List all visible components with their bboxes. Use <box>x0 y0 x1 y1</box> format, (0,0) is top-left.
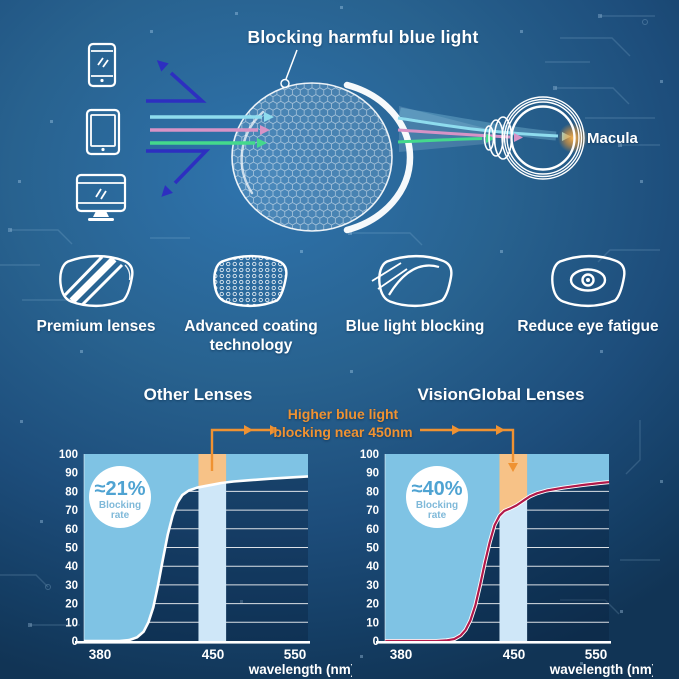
svg-text:550: 550 <box>585 647 608 662</box>
incoming-rays <box>150 112 274 148</box>
svg-text:50: 50 <box>366 543 379 555</box>
svg-text:80: 80 <box>366 486 379 498</box>
page-title: Blocking harmful blue light <box>247 27 479 47</box>
svg-text:70: 70 <box>366 505 379 517</box>
chart-title-visionglobal-lenses: VisionGlobal Lenses <box>417 385 585 404</box>
feature-label-reduce-eye-fatigue: Reduce eye fatigue <box>517 318 659 335</box>
svg-text:30: 30 <box>65 580 78 592</box>
svg-text:20: 20 <box>366 599 379 611</box>
svg-text:90: 90 <box>65 468 78 480</box>
svg-text:≈40%: ≈40% <box>411 478 462 500</box>
svg-text:60: 60 <box>366 524 379 536</box>
svg-text:450: 450 <box>202 647 225 662</box>
tablet-icon <box>85 108 121 156</box>
svg-text:50: 50 <box>65 543 78 555</box>
blocking-annotation: Higher blue light blocking near 450nm <box>273 406 413 440</box>
svg-text:380: 380 <box>89 647 112 662</box>
svg-text:0: 0 <box>373 636 379 648</box>
svg-text:wavelength (nm): wavelength (nm) <box>248 662 352 677</box>
title-callout-line <box>280 49 298 89</box>
coated-lens-icon <box>213 254 288 308</box>
macula-label: Macula <box>587 130 638 147</box>
reflected-ray-arrows <box>146 60 211 197</box>
svg-text:100: 100 <box>360 449 379 461</box>
svg-text:wavelength (nm): wavelength (nm) <box>549 662 653 677</box>
svg-text:70: 70 <box>65 505 78 517</box>
feature-label-advanced-coating: Advanced coating technology <box>184 318 318 355</box>
coated-lens-graphic <box>231 81 414 234</box>
smartphone-icon <box>87 42 117 88</box>
device-icons <box>75 42 127 221</box>
svg-text:450: 450 <box>503 647 526 662</box>
feature-label-blue-light-blocking: Blue light blocking <box>345 318 485 335</box>
svg-text:Blocking: Blocking <box>99 500 141 511</box>
svg-text:20: 20 <box>65 599 78 611</box>
svg-text:40: 40 <box>366 561 379 573</box>
eye-lens-icon <box>551 254 626 308</box>
striped-lens-icon <box>59 254 134 308</box>
svg-text:60: 60 <box>65 524 78 536</box>
feature-icons-row <box>59 254 626 308</box>
svg-text:≈21%: ≈21% <box>94 478 145 500</box>
svg-text:550: 550 <box>284 647 307 662</box>
svg-text:rate: rate <box>428 510 447 521</box>
svg-text:rate: rate <box>111 510 130 521</box>
ray-deflect-lens-icon <box>371 254 453 308</box>
cornea-lens <box>483 125 495 151</box>
svg-text:90: 90 <box>366 468 379 480</box>
svg-text:10: 10 <box>65 617 78 629</box>
chart-title-other-lenses: Other Lenses <box>143 385 253 404</box>
svg-text:80: 80 <box>65 486 78 498</box>
svg-text:10: 10 <box>366 617 379 629</box>
svg-text:100: 100 <box>59 449 78 461</box>
monitor-icon <box>75 173 127 221</box>
blue-light-diagram <box>75 42 588 234</box>
lens-rim <box>343 81 414 234</box>
svg-text:380: 380 <box>390 647 413 662</box>
svg-text:0: 0 <box>72 636 78 648</box>
svg-text:Blocking: Blocking <box>416 500 458 511</box>
eye-diagram <box>483 96 588 180</box>
svg-text:40: 40 <box>65 561 78 573</box>
feature-label-premium-lenses: Premium lenses <box>36 318 156 335</box>
svg-text:30: 30 <box>366 580 379 592</box>
